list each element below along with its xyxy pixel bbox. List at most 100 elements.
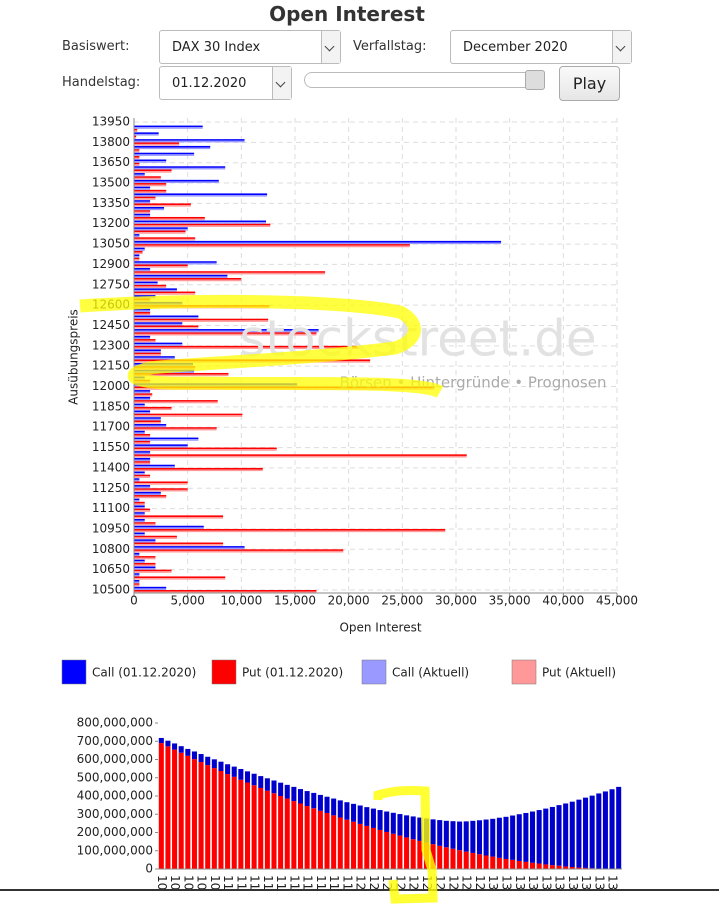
x-tick-label: 11300: [261, 875, 275, 904]
bar: [397, 835, 403, 869]
y-tick-label: 200,000,000: [77, 825, 153, 839]
bar: [134, 179, 219, 182]
bar: [134, 542, 224, 545]
bar: [134, 157, 140, 160]
bar: [134, 374, 229, 377]
bar: [134, 440, 151, 443]
bar: [158, 743, 164, 869]
bar: [134, 445, 188, 448]
bar: [134, 340, 156, 343]
bar: [503, 858, 509, 869]
x-tick-label: 13500: [553, 875, 567, 904]
bar: [134, 401, 218, 404]
bar: [158, 737, 164, 744]
y-tick-label: 11550: [92, 440, 130, 454]
bar: [134, 580, 140, 582]
bar: [134, 271, 326, 273]
legend-swatch: [61, 659, 87, 685]
bar: [404, 837, 410, 869]
x-tick-label: 35,000: [489, 594, 531, 608]
bar: [351, 803, 357, 822]
bar: [134, 505, 145, 508]
bar: [410, 816, 416, 840]
bar: [134, 501, 145, 504]
bar: [134, 352, 161, 355]
bar: [134, 459, 151, 462]
y-tick-label: 11700: [92, 420, 130, 434]
bar: [198, 754, 204, 763]
bar: [364, 807, 370, 826]
x-tick-label: 15,000: [274, 594, 316, 608]
bar: [529, 811, 536, 863]
bar: [172, 743, 178, 750]
bar: [556, 865, 562, 869]
handelstag-select[interactable]: 01.12.2020: [159, 66, 292, 100]
verfallstag-select[interactable]: December 2020: [450, 30, 632, 64]
bar: [134, 155, 140, 158]
bar: [134, 466, 175, 468]
bar: [134, 164, 140, 166]
bar: [134, 586, 167, 589]
y-tick-label: 10950: [92, 521, 130, 535]
bar: [134, 390, 151, 392]
basiswert-select[interactable]: DAX 30 Index: [159, 30, 341, 64]
bar: [134, 476, 151, 478]
slider-handle[interactable]: [525, 70, 545, 90]
bar: [134, 562, 156, 565]
bar: [134, 503, 145, 506]
bar: [134, 413, 243, 416]
bar: [134, 327, 199, 329]
bar: [134, 430, 145, 433]
bar: [134, 534, 145, 536]
bar: [134, 583, 140, 585]
date-slider[interactable]: [304, 70, 545, 90]
bar: [569, 801, 575, 867]
bar: [134, 513, 145, 516]
bar: [134, 357, 175, 360]
x-tick-label: 20,000: [328, 594, 370, 608]
bar: [364, 825, 370, 869]
bar: [437, 820, 443, 846]
bar: [134, 500, 140, 502]
bar: [490, 818, 496, 857]
bar: [231, 776, 237, 869]
bar: [390, 833, 396, 869]
bar: [134, 232, 186, 234]
x-tick-label: 11400: [274, 875, 288, 904]
bar: [134, 171, 172, 173]
bar: [134, 173, 145, 175]
bar: [134, 230, 186, 233]
play-button[interactable]: Play: [559, 66, 620, 101]
bar: [134, 325, 199, 328]
y-tick-label: 600,000,000: [77, 752, 153, 766]
bar: [134, 578, 226, 580]
bar: [536, 810, 542, 864]
bar: [583, 867, 589, 869]
bar: [134, 396, 151, 399]
bar: [134, 245, 410, 248]
bar: [225, 764, 231, 775]
bar: [443, 820, 449, 848]
bar: [390, 812, 396, 834]
bar: [134, 535, 177, 538]
bar: [317, 810, 323, 869]
bar: [291, 786, 297, 802]
bar: [134, 337, 151, 340]
y-tick-label: 500,000,000: [77, 770, 153, 784]
handelstag-value: 01.12.2020: [172, 76, 247, 91]
bar: [450, 848, 456, 869]
bar: [516, 860, 522, 869]
bar: [134, 469, 263, 472]
bar: [134, 347, 360, 350]
bar: [134, 518, 145, 521]
y-tick-label: 13650: [92, 155, 130, 169]
bar: [134, 198, 156, 200]
bar: [134, 208, 165, 211]
bar: [244, 771, 251, 783]
legend-swatch: [361, 659, 387, 685]
bar: [278, 782, 284, 796]
bar: [284, 784, 290, 799]
bar: [205, 756, 211, 766]
bar: [134, 225, 271, 227]
bar: [134, 515, 224, 517]
